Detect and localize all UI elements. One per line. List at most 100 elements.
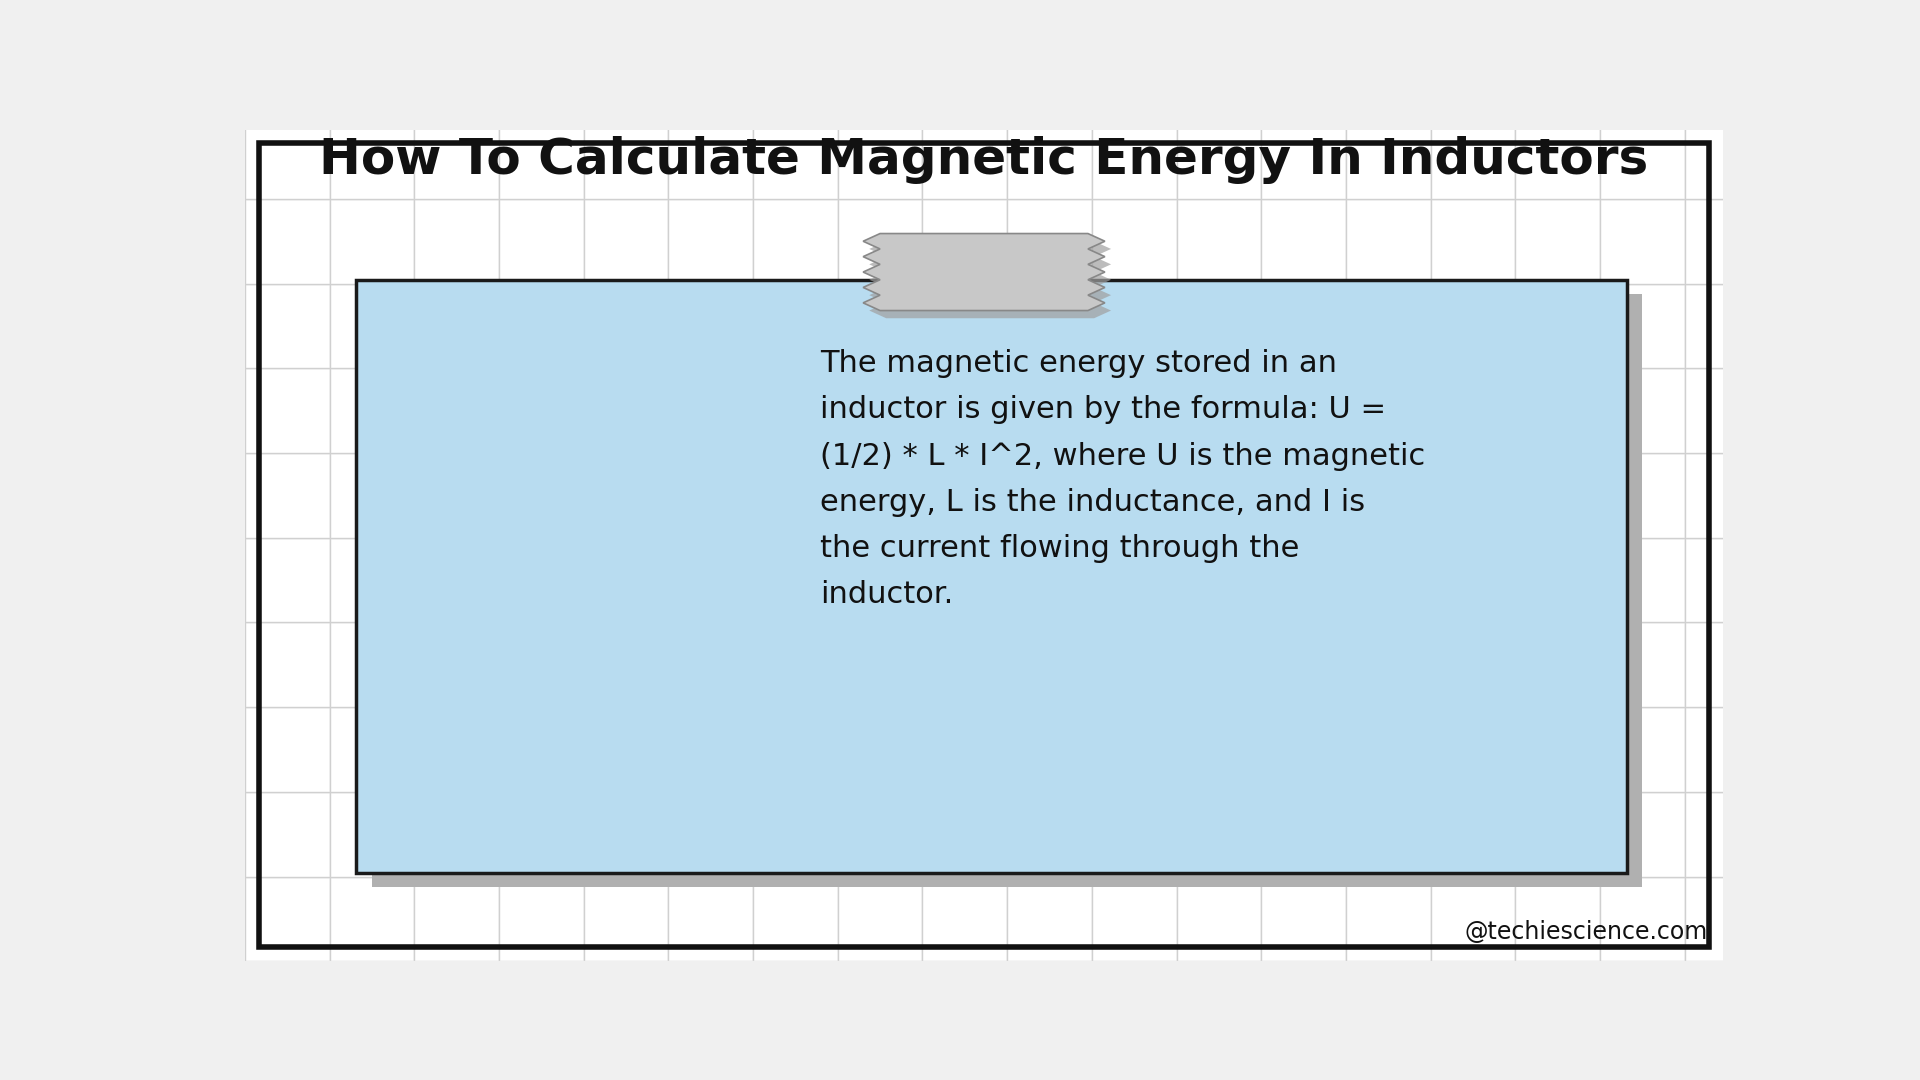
Bar [584,538,668,622]
Bar [1008,284,1092,368]
Bar [1346,877,1430,961]
Bar [668,29,753,114]
Bar [1599,29,1684,114]
Bar [1599,368,1684,453]
Bar [1261,284,1346,368]
Bar [837,792,922,877]
Bar [922,29,1008,114]
Bar [1430,453,1515,538]
Bar [1346,29,1430,114]
Bar [1599,538,1684,622]
Bar [1008,538,1092,622]
Bar [668,453,753,538]
Bar [1346,284,1430,368]
Bar [584,114,668,199]
Bar [1346,453,1430,538]
Bar [415,114,499,199]
Bar [415,707,499,792]
Bar [1770,29,1855,114]
Text: The magnetic energy stored in an
inductor is given by the formula: U =
(1/2) * L: The magnetic energy stored in an inducto… [820,349,1425,609]
Bar [499,284,584,368]
Bar [1092,877,1177,961]
Bar [415,792,499,877]
Bar [1261,199,1346,284]
Bar [1430,792,1515,877]
Bar [1770,538,1855,622]
Bar [1346,707,1430,792]
Bar [1177,114,1261,199]
Bar [246,877,330,961]
Bar [1515,453,1599,538]
Bar [1770,707,1855,792]
Bar [837,368,922,453]
Bar [415,453,499,538]
Bar [246,29,330,114]
Bar [246,707,330,792]
Bar [1346,622,1430,707]
Bar [246,622,330,707]
Bar [922,622,1008,707]
Bar [837,29,922,114]
Bar [1346,792,1430,877]
Bar [1684,622,1770,707]
Bar [668,792,753,877]
Bar [1684,877,1770,961]
Bar [415,29,499,114]
Bar [1430,368,1515,453]
Bar [1515,622,1599,707]
Bar [668,114,753,199]
Bar [837,114,922,199]
Bar [753,284,837,368]
Bar [837,199,922,284]
Bar [1092,707,1177,792]
Bar [753,453,837,538]
Bar [1430,707,1515,792]
Bar [1430,199,1515,284]
Bar [1599,792,1684,877]
Bar [584,284,668,368]
Bar [246,368,330,453]
Bar [1684,538,1770,622]
Bar [1599,877,1684,961]
Bar [1008,453,1092,538]
Bar [1261,114,1346,199]
Bar [1515,707,1599,792]
Bar [1008,199,1092,284]
Text: How To Calculate Magnetic Energy In Inductors: How To Calculate Magnetic Energy In Indu… [319,136,1649,185]
Bar [499,622,584,707]
Bar [1092,114,1177,199]
Bar [1770,453,1855,538]
Bar [1177,453,1261,538]
Bar [1599,199,1684,284]
Bar [1177,538,1261,622]
Bar [837,877,922,961]
Bar [1684,792,1770,877]
Bar [1092,792,1177,877]
Bar [330,792,415,877]
Bar [753,538,837,622]
Bar [1770,368,1855,453]
Bar [584,29,668,114]
Bar [1177,877,1261,961]
Bar [584,877,668,961]
Bar [1684,284,1770,368]
Bar [584,368,668,453]
Bar [415,368,499,453]
Bar [1346,538,1430,622]
Bar [499,538,584,622]
Bar [922,114,1008,199]
Bar [753,792,837,877]
Bar [330,707,415,792]
Bar [1770,114,1855,199]
Bar [1092,199,1177,284]
Bar [1008,114,1092,199]
Bar [246,199,330,284]
Bar [330,284,415,368]
Bar [1515,114,1599,199]
Bar [1092,453,1177,538]
Bar [1261,453,1346,538]
Bar [1515,538,1599,622]
Bar [1346,199,1430,284]
Bar [1515,792,1599,877]
Bar [1515,368,1599,453]
